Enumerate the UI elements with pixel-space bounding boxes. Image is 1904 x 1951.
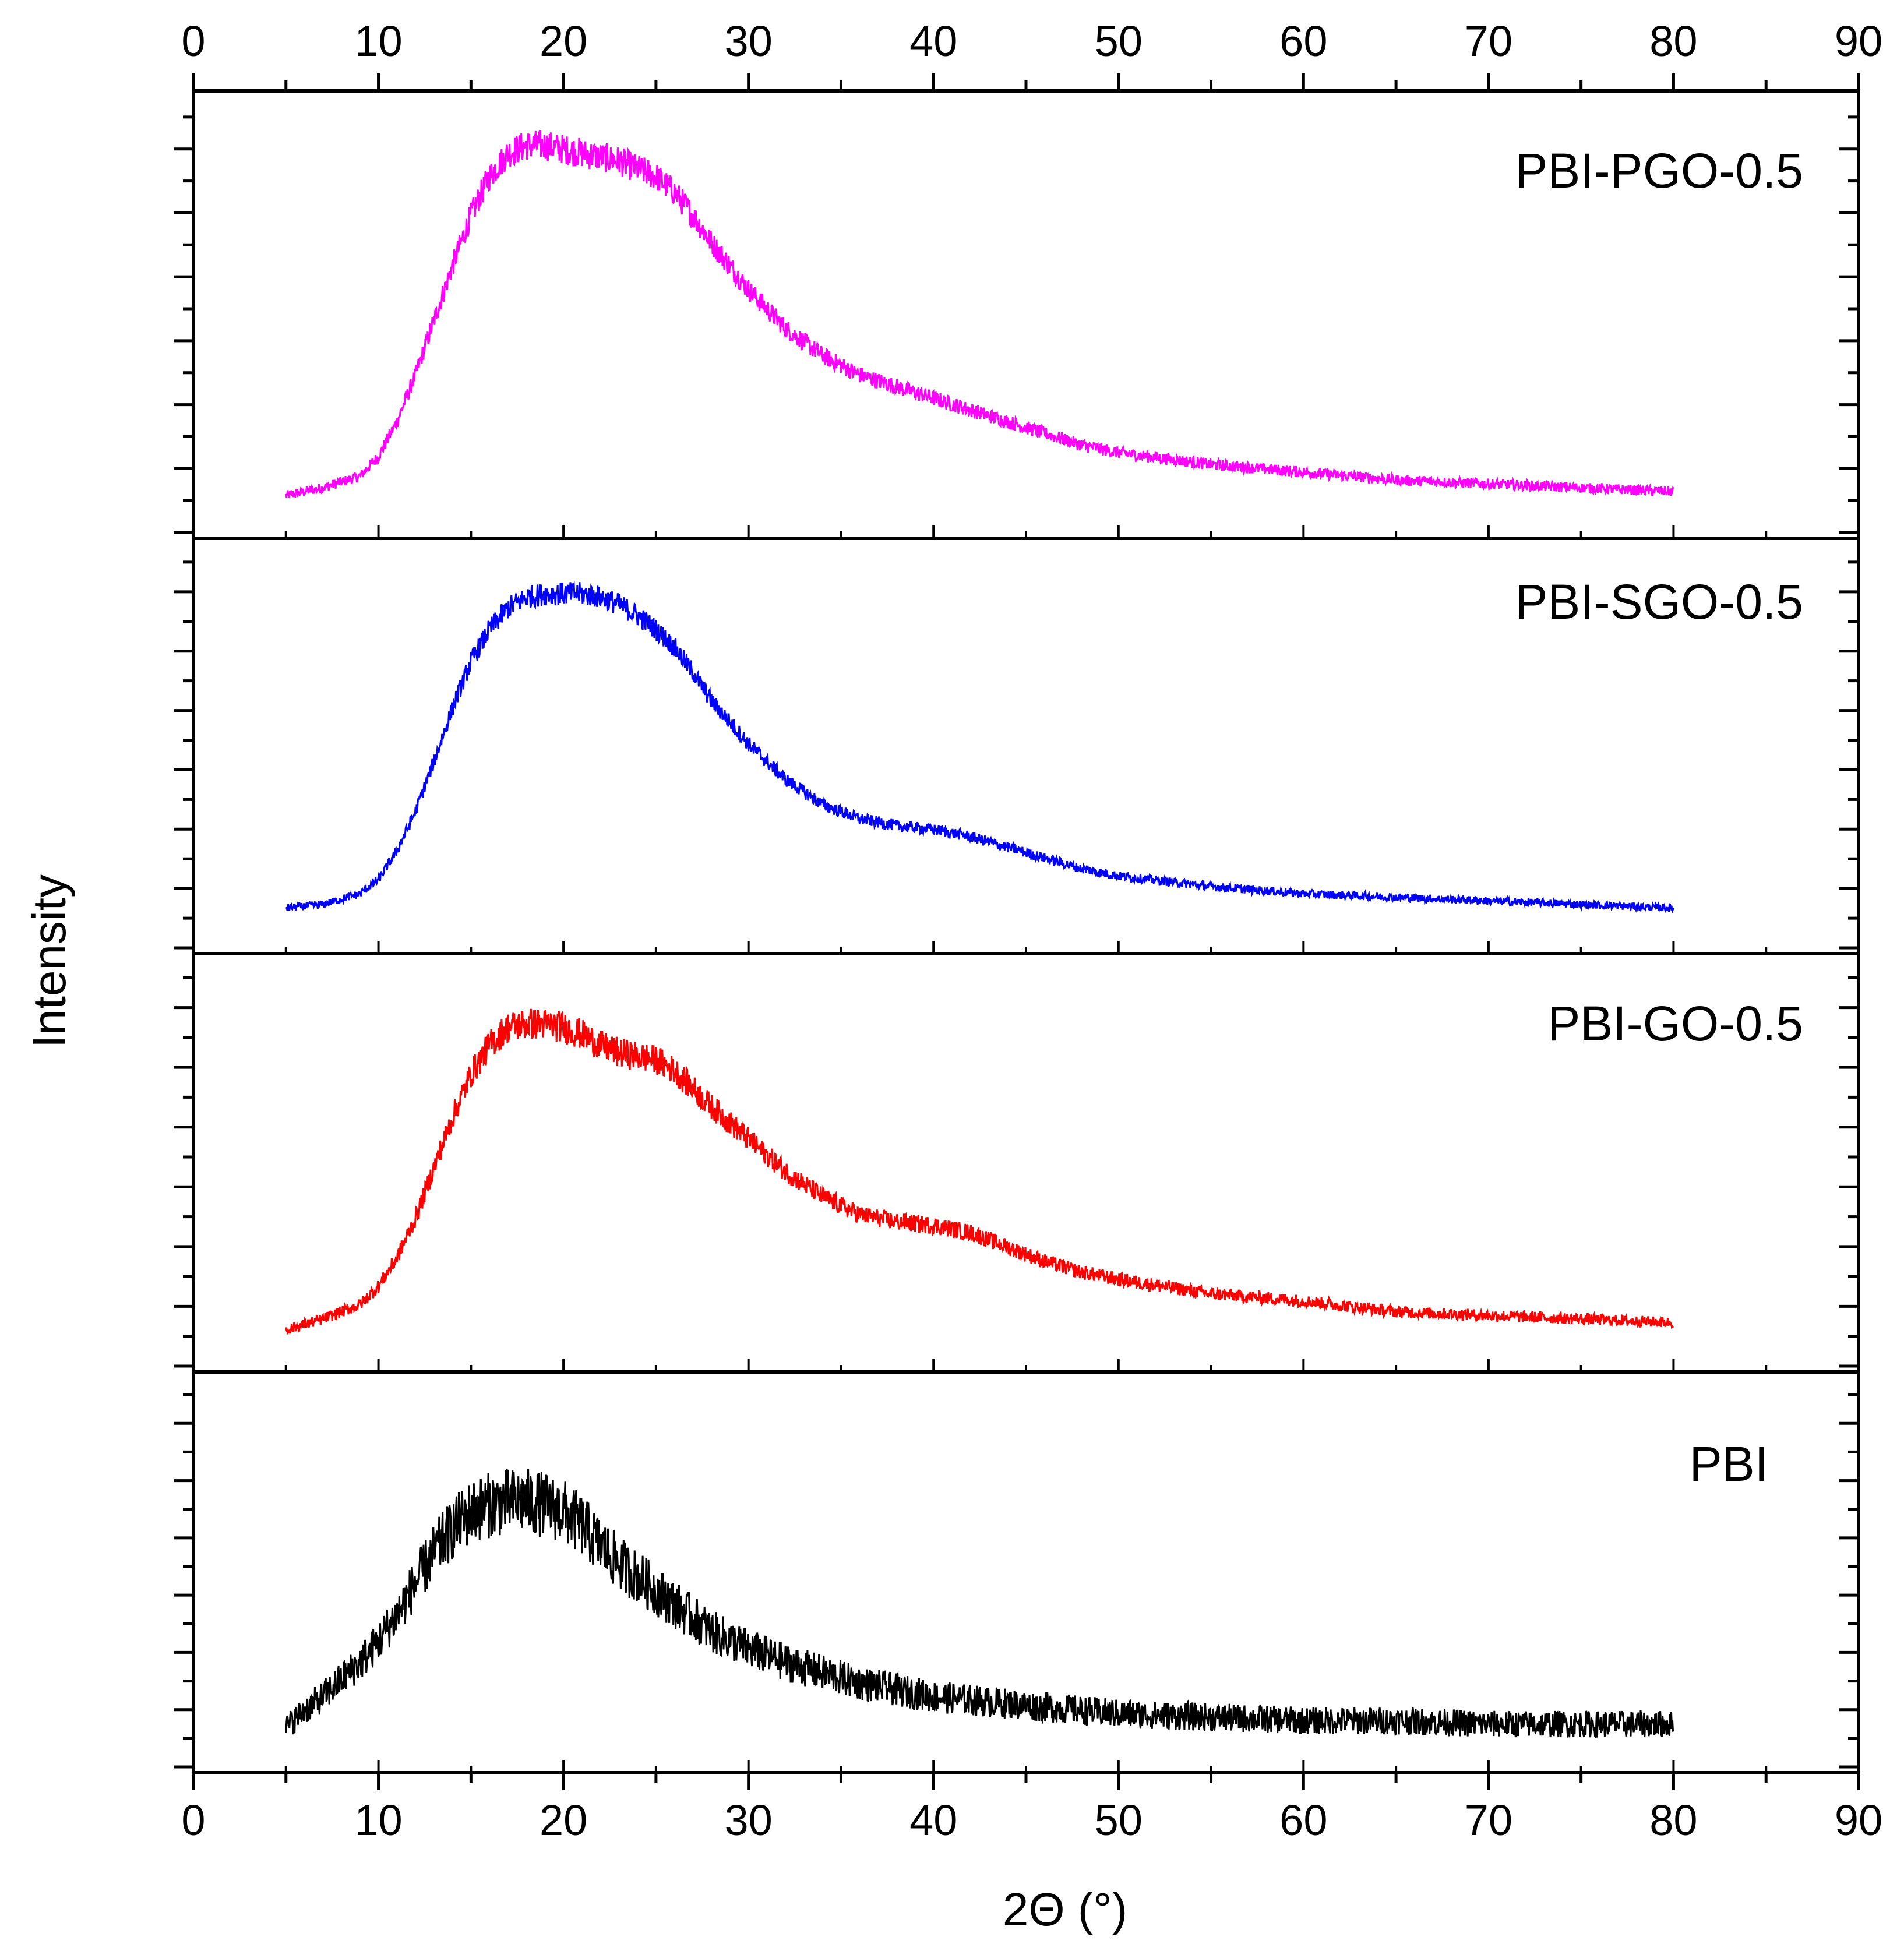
x-tick-label-top: 0 bbox=[181, 17, 205, 65]
series-line-pbi-pgo-0.5 bbox=[285, 130, 1674, 499]
x-tick-label-top: 90 bbox=[1835, 17, 1882, 65]
x-tick-label-bottom: 80 bbox=[1649, 1796, 1697, 1844]
x-tick-label-top: 20 bbox=[540, 17, 587, 65]
x-tick-label-top: 70 bbox=[1465, 17, 1512, 65]
x-axis-title: 2Θ (°) bbox=[1003, 1883, 1127, 1935]
x-tick-label-bottom: 20 bbox=[540, 1796, 587, 1844]
panel-label-pbi-go-0.5: PBI-GO-0.5 bbox=[1547, 996, 1803, 1051]
x-tick-label-bottom: 90 bbox=[1835, 1796, 1882, 1844]
x-tick-label-bottom: 60 bbox=[1279, 1796, 1327, 1844]
x-tick-label-top: 60 bbox=[1279, 17, 1327, 65]
series-line-pbi-go-0.5 bbox=[285, 1008, 1674, 1335]
x-tick-label-bottom: 70 bbox=[1465, 1796, 1512, 1844]
x-tick-label-top: 30 bbox=[725, 17, 773, 65]
panel-frame bbox=[192, 1370, 1860, 1774]
x-tick-label-bottom: 40 bbox=[909, 1796, 957, 1844]
tick-layer bbox=[174, 73, 1860, 1790]
y-axis-title: Intensity bbox=[23, 874, 75, 1048]
x-tick-label-bottom: 30 bbox=[725, 1796, 773, 1844]
panel-label-pbi-pgo-0.5: PBI-PGO-0.5 bbox=[1515, 143, 1803, 198]
label-layer: PBI-PGO-0.5 PBI-SGO-0.5 PBI-GO-0.5 PBI 0 0 10 1… bbox=[181, 17, 1882, 1844]
series-line-pbi-sgo-0.5 bbox=[285, 581, 1674, 914]
x-tick-label-bottom: 10 bbox=[354, 1796, 402, 1844]
panel-label-pbi-sgo-0.5: PBI-SGO-0.5 bbox=[1515, 574, 1803, 629]
x-tick-label-bottom: 0 bbox=[181, 1796, 205, 1844]
x-tick-label-bottom: 50 bbox=[1095, 1796, 1143, 1844]
x-tick-label-top: 50 bbox=[1095, 17, 1143, 65]
series-line-pbi bbox=[285, 1469, 1674, 1739]
x-tick-label-top: 80 bbox=[1649, 17, 1697, 65]
x-tick-label-top: 10 bbox=[354, 17, 402, 65]
panel-label-pbi: PBI bbox=[1690, 1437, 1768, 1491]
x-tick-label-top: 40 bbox=[909, 17, 957, 65]
trace-layer bbox=[285, 130, 1674, 1739]
